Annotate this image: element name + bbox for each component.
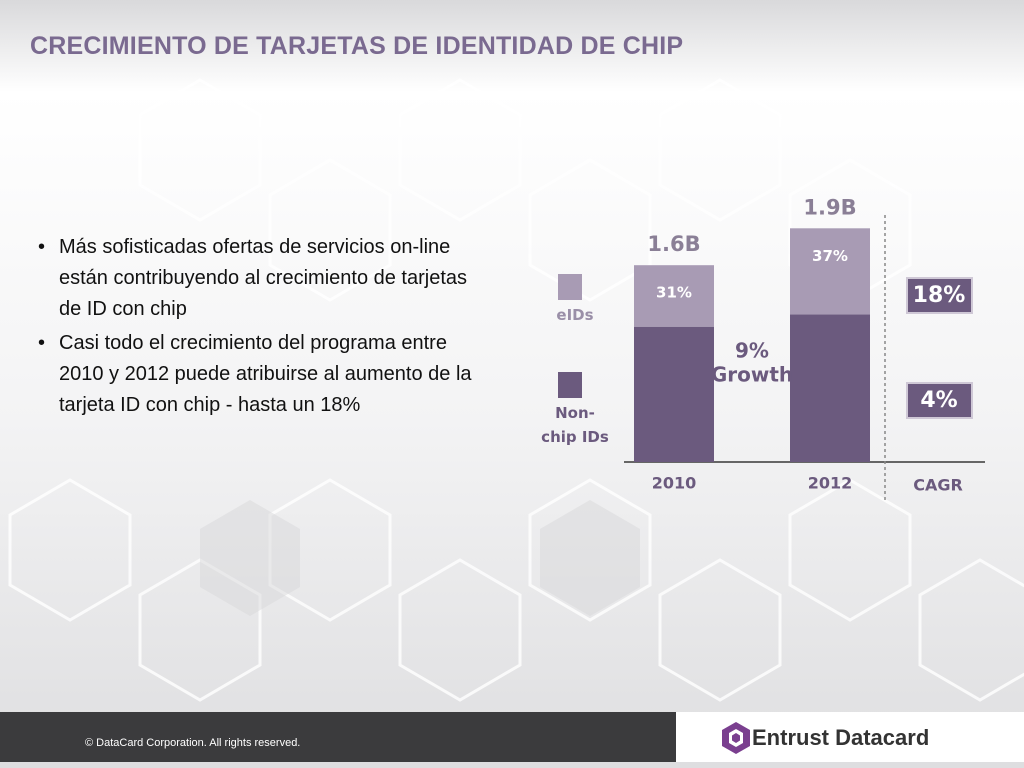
logo-area: Entrust Datacard (676, 712, 1024, 762)
segment-label: 31% (656, 284, 692, 302)
growth-annotation: Growth (711, 363, 793, 387)
growth-annotation: 9% (735, 339, 769, 363)
legend-label: Non-chip IDs (541, 404, 609, 446)
bar-segment (790, 228, 870, 315)
cagr-box (906, 277, 973, 314)
copyright: © DataCard Corporation. All rights reser… (85, 737, 301, 749)
legend-label-box: Non-chip IDs (541, 404, 609, 446)
legend-swatch (558, 274, 582, 300)
total-label: 1.6B (647, 232, 700, 256)
bar-segment (790, 314, 870, 462)
bullet: Más sofisticadas ofertas de servicios on… (38, 232, 488, 325)
legend-label: eIDs (556, 306, 594, 324)
footer-bar: © DataCard Corporation. All rights reser… (0, 712, 676, 762)
x-tick-label: 2010 (652, 474, 697, 493)
legend-swatch (558, 372, 582, 398)
cagr-label: CAGR (913, 476, 963, 495)
cagr-value: 4% (920, 388, 957, 413)
slide-title: CRECIMIENTO DE TARJETAS DE IDENTIDAD DE … (30, 32, 684, 60)
chart: 31% 1.6B 2010 37% 1.9B 2012 Non-chip IDs eIDs 9%… (541, 195, 985, 500)
total-label: 1.9B (803, 195, 856, 219)
background-pattern (200, 500, 640, 616)
logo-icon (722, 722, 750, 754)
bullet: Casi todo el crecimiento del programa en… (38, 328, 488, 421)
bullet-list: Más sofisticadas ofertas de servicios on… (38, 232, 488, 424)
bar-segment (634, 265, 714, 327)
segment-label: 37% (812, 247, 848, 265)
logo-text: Entrust Datacard (752, 725, 930, 750)
cagr-box (906, 382, 973, 419)
bar-segment (634, 326, 714, 462)
cagr-value: 18% (913, 283, 966, 308)
x-tick-label: 2012 (808, 474, 853, 493)
legend-label-box: eIDs (556, 306, 594, 324)
